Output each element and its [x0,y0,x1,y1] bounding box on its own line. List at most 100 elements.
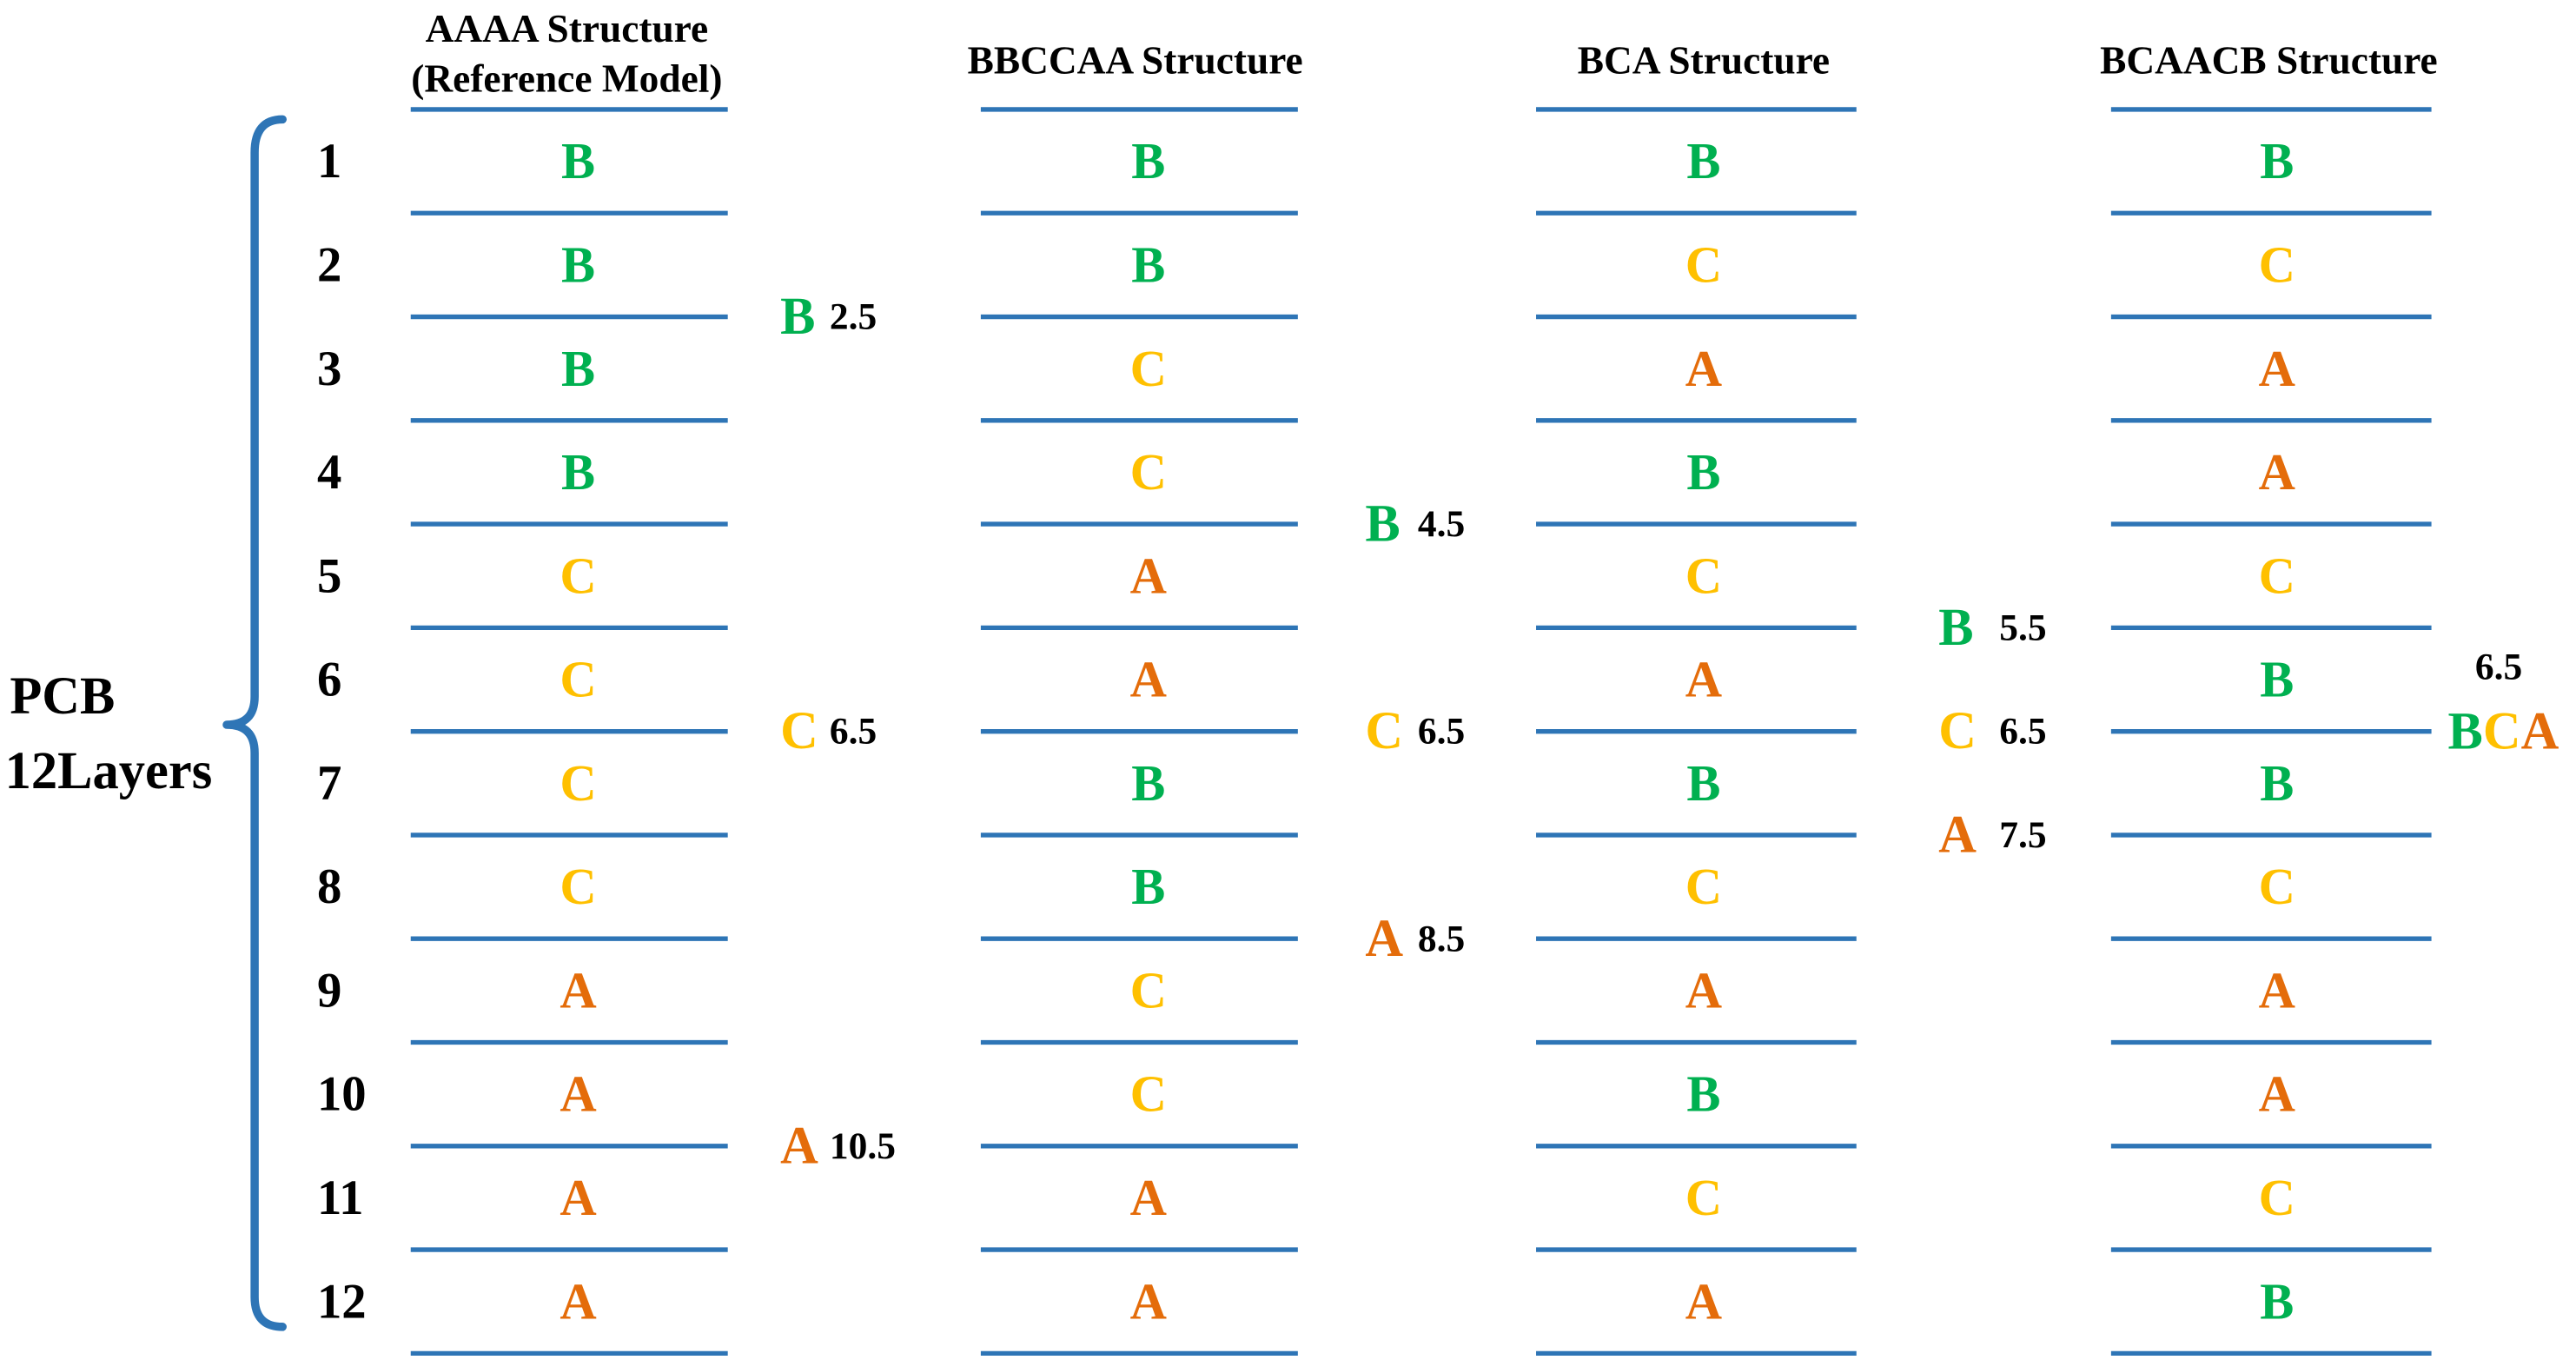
average-position-annotation: B 2.5 [780,288,877,346]
average-position-annotation: C 6.5 [780,702,877,760]
layer-letter-a: A [2259,962,2296,1018]
layer-letter-c: C [1130,444,1167,501]
layer-letter-b: B [1131,859,1165,915]
layer-letter-b: B [1131,133,1165,189]
layer-letter-a: A [2259,444,2296,501]
layer-letter-c: C [2259,236,2295,293]
layer-letter-a: A [1130,651,1168,707]
layer-letter-b: B [2260,651,2294,707]
layer-letter-b: B [561,133,595,189]
annotation-letter-a: A [780,1117,818,1175]
layer-letter-c: C [1685,859,1722,915]
layer-letter-a: A [560,1273,597,1330]
annotation-value: 4.5 [1418,503,1465,545]
structure-title: BBCCAA Structure [968,37,1303,82]
layer-letter-a: A [1685,651,1723,707]
layer-letter-b: B [2260,755,2294,812]
average-position-annotation: C 6.5 [1938,702,2046,760]
layer-letter-b: B [561,444,595,501]
layer-number: 9 [317,963,341,1018]
layer-number: 7 [317,756,341,811]
layer-letter-c: C [1685,547,1722,604]
layer-letter-c: C [1130,1066,1167,1123]
layer-letter-c: C [560,755,596,812]
annotation-letter-c: C [1365,702,1403,760]
structure-columns: AAAA Structure(Reference Model)BBBBCCCCA… [410,6,2559,1357]
layer-number: 3 [317,342,341,396]
annotation-letter-a: A [2521,702,2559,760]
annotation-value: 6.5 [1999,711,2046,753]
layer-number: 1 [317,134,341,189]
layer-letter-a: A [1130,1170,1168,1226]
layer-letter-a: A [560,962,597,1018]
annotation-value: 6.5 [1418,711,1465,753]
structure-title: BCA Structure [1578,37,1830,82]
structure-title: BCAACB Structure [2100,37,2438,82]
layer-letter-b: B [2260,1273,2294,1330]
layer-letter-a: A [560,1170,597,1226]
layer-letter-c: C [2259,1170,2295,1226]
layer-letter-c: C [1685,236,1722,293]
layer-letter-a: A [1685,341,1723,397]
annotation-letter-a: A [1365,910,1403,968]
average-position-annotation: B 5.5 [1938,599,2046,657]
layer-letter-b: B [1686,1066,1720,1123]
structure-title: (Reference Model) [411,56,722,100]
average-position-annotation: A 8.5 [1365,910,1465,968]
layer-letter-a: A [2259,341,2296,397]
annotation-value: 8.5 [1418,918,1465,959]
layer-letter-b: B [561,341,595,397]
annotation-letter-c: C [1938,702,1977,760]
layer-number: 11 [317,1171,364,1225]
layer-letter-b: B [2260,133,2294,189]
annotation-letter-c: C [2483,702,2521,760]
annotation-letter-a: A [1938,806,1977,864]
average-position-annotation: C 6.5 [1365,702,1465,760]
annotation-value: 6.5 [830,711,877,753]
pcb-label-line1: PCB [10,667,115,726]
layer-letter-c: C [560,651,596,707]
layer-number: 6 [317,652,341,707]
layer-letter-c: C [560,859,596,915]
annotation-letter-b: B [1365,494,1400,553]
annotation-letter-group: BCA [2448,702,2559,760]
layer-number: 12 [317,1274,367,1329]
layer-letter-b: B [1686,755,1720,812]
layer-letter-a: A [1130,547,1168,604]
annotation-letter-c: C [780,702,818,760]
layer-number: 2 [317,237,341,292]
average-position-annotation: A 7.5 [1938,806,2046,864]
annotation-value: 7.5 [1999,814,2046,856]
layer-letter-a: A [560,1066,597,1123]
layer-letter-c: C [2259,859,2295,915]
layer-letter-c: C [560,547,596,604]
annotation-value: 6.5 [2475,646,2522,687]
layer-stack-brace [222,115,287,1331]
layer-letter-a: A [2259,1066,2296,1123]
layer-number: 8 [317,859,341,914]
layer-letter-c: C [1685,1170,1722,1226]
layer-number: 5 [317,548,341,603]
annotation-letter-b: B [1938,599,1973,657]
layer-letter-a: A [1685,962,1723,1018]
average-position-annotation: A 10.5 [780,1117,896,1175]
layer-letter-a: A [1685,1273,1723,1330]
layer-letter-b: B [561,236,595,293]
annotation-letter-b: B [2448,702,2483,760]
layer-letter-c: C [1130,341,1167,397]
layer-number: 4 [317,445,341,500]
structure-column-1: AAAA Structure(Reference Model)BBBBCCCCA… [410,6,896,1357]
average-position-annotation: 6.5 BCA [2448,646,2559,760]
annotation-value: 5.5 [1999,607,2046,648]
layer-letter-a: A [1130,1273,1168,1330]
layer-letter-c: C [2259,547,2295,604]
annotation-letter-b: B [780,288,815,346]
pcb-label-line2: 12Layers [5,742,213,800]
annotation-value: 2.5 [830,295,877,337]
average-position-annotation: B 4.5 [1365,494,1465,553]
layer-number: 10 [317,1067,367,1122]
